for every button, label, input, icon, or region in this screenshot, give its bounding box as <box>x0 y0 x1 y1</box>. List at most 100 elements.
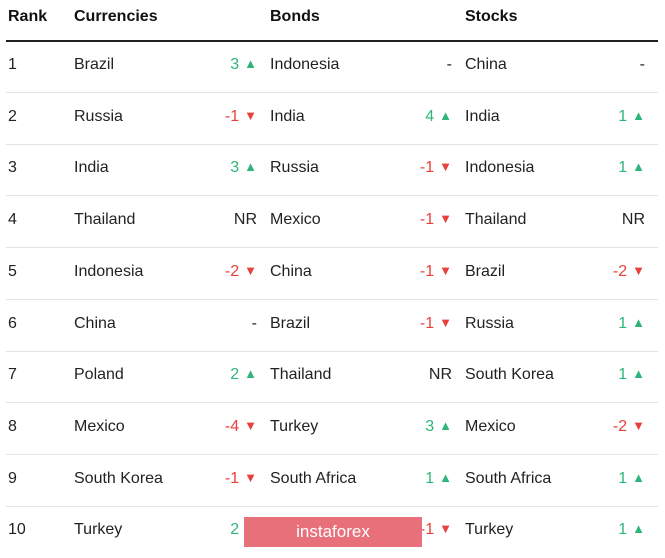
change-value: 1 <box>425 469 435 487</box>
triangle-down-icon: ▼ <box>632 262 645 278</box>
change-value: 2 <box>230 366 240 384</box>
change-value: 1 <box>618 159 628 177</box>
triangle-up-icon: ▲ <box>439 469 452 485</box>
currency-change: 2▲ <box>230 366 257 384</box>
stock-change: NR <box>622 211 645 229</box>
rank-cell: 2 <box>8 107 17 125</box>
table-row: 5 Indonesia -2 ▼ China -1 ▼ Brazil -2 ▼ <box>0 249 665 300</box>
table-row: 4 Thailand NR Mexico -1 ▼ Thailand NR <box>0 197 665 249</box>
stock-name: Brazil <box>465 262 506 280</box>
change-value: 3 <box>230 56 240 73</box>
change-value: - <box>251 314 257 332</box>
stock-change: 1 ▲ <box>618 521 645 539</box>
bonds-column-header: Bonds <box>270 8 320 25</box>
table-row: 3 India 3 ▲ Russia -1 ▼ Indonesia 1 ▲ <box>0 145 665 197</box>
triangle-up-icon: ▲ <box>439 107 452 123</box>
triangle-down-icon: ▼ <box>439 262 452 278</box>
triangle-up-icon: ▲ <box>632 521 645 537</box>
bond-change: - <box>447 56 452 74</box>
rank-cell: 5 <box>8 262 17 280</box>
currency-change: -4 ▼ <box>225 418 257 436</box>
stock-name: South Africa <box>465 469 552 487</box>
rank-cell: 1 <box>8 56 17 73</box>
rank-cell: 8 <box>8 417 17 435</box>
rank-cell: 10 <box>8 521 26 539</box>
bond-name: Russia <box>270 159 319 177</box>
rank-cell: 9 <box>8 469 17 487</box>
stock-change: 1 ▲ <box>618 108 645 126</box>
currency-change: -1 ▼ <box>225 470 257 488</box>
currency-name: Thailand <box>74 211 136 229</box>
change-value: 4 <box>425 107 435 125</box>
row-divider <box>6 350 658 352</box>
bond-name: India <box>270 107 305 125</box>
change-value: -1 <box>419 262 435 280</box>
change-value: -1 <box>419 314 435 332</box>
change-value: 1 <box>618 469 628 487</box>
currency-name: Mexico <box>74 417 125 435</box>
change-value: NR <box>233 211 257 229</box>
currency-change: 3 ▲ <box>230 56 257 74</box>
change-value: 3 <box>425 417 435 435</box>
triangle-down-icon: ▼ <box>439 314 452 330</box>
change-value: -4 <box>224 417 240 435</box>
stock-change: 1 ▲ <box>618 159 645 177</box>
triangle-up-icon: ▲ <box>632 159 645 175</box>
row-divider <box>6 247 658 249</box>
rank-cell: 3 <box>8 159 17 177</box>
stock-name: China <box>465 56 507 73</box>
table-row: 8 Mexico -4 ▼ Turkey 3 ▲ Mexico -2 ▼ <box>0 404 665 455</box>
bond-change: 4 ▲ <box>425 108 452 126</box>
stock-name: Thailand <box>465 211 527 229</box>
currency-name: Turkey <box>74 521 123 539</box>
stock-change: 1 ▲ <box>618 470 645 488</box>
rank-cell: 7 <box>8 366 17 384</box>
rank-column-header: Rank <box>8 8 48 25</box>
change-value: 2 <box>230 521 240 539</box>
change-value: -1 <box>419 211 435 229</box>
row-divider <box>6 402 658 404</box>
stock-name: Turkey <box>465 521 514 539</box>
triangle-up-icon: ▲ <box>632 366 645 382</box>
bond-name: Brazil <box>270 314 311 332</box>
row-divider <box>6 195 658 197</box>
change-value: -1 <box>224 469 240 487</box>
stock-name: India <box>465 107 500 125</box>
currency-change: -1 ▼ <box>225 108 257 126</box>
table-header: Rank Currencies Bonds Stocks <box>0 0 665 40</box>
triangle-up-icon: ▲ <box>439 417 452 433</box>
triangle-up-icon: ▲ <box>244 159 257 175</box>
watermark-banner: instaforex <box>244 517 422 547</box>
triangle-down-icon: ▼ <box>439 521 452 537</box>
change-value: -2 <box>224 262 240 280</box>
triangle-up-icon: ▲ <box>632 469 645 485</box>
table-row: 7 Poland 2 ▲ Thailand NR South Korea 1 ▲ <box>0 352 665 404</box>
currency-name: China <box>74 314 116 332</box>
currency-change: - <box>252 315 257 333</box>
change-value: 1 <box>618 521 628 539</box>
bond-change: -1 ▼ <box>420 211 452 229</box>
change-value: -1 <box>419 521 435 539</box>
stock-change: - <box>640 56 645 74</box>
bond-change: NR <box>429 366 452 384</box>
stocks-column-header: Stocks <box>465 8 518 25</box>
table-row: 1 Brazil 3 ▲ Indonesia - China - <box>0 42 665 93</box>
bond-name: Turkey <box>270 417 319 435</box>
bond-name: South Africa <box>270 469 357 487</box>
currency-name: Poland <box>74 366 124 384</box>
triangle-down-icon: ▼ <box>244 262 257 278</box>
currency-name: Russia <box>74 107 123 125</box>
triangle-up-icon: ▲ <box>632 107 645 123</box>
currency-change: NR <box>234 211 257 229</box>
header-divider <box>6 40 658 42</box>
table-row: 10 Turkey 2 ▲ -1▼ Turkey 1▲ <box>0 507 665 558</box>
bond-change: -1 ▼ <box>420 521 452 539</box>
triangle-up-icon: ▲ <box>632 314 645 330</box>
stock-change: 1 ▲ <box>618 315 645 333</box>
currency-name: Indonesia <box>74 262 144 280</box>
triangle-down-icon: ▼ <box>244 469 257 485</box>
stock-name: Indonesia <box>465 159 535 177</box>
change-value: -2 <box>612 262 628 280</box>
triangle-down-icon: ▼ <box>439 159 452 175</box>
currency-change: -2 ▼ <box>225 263 257 281</box>
